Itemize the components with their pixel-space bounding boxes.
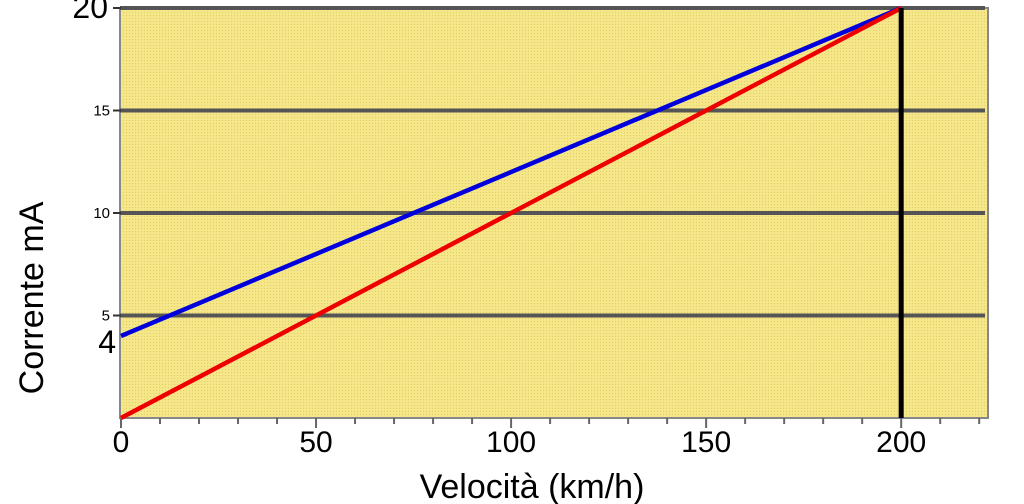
x-axis-title: Velocità (km/h) <box>420 468 645 504</box>
x-tick-label-100: 100 <box>486 426 536 459</box>
x-tick-label-50: 50 <box>299 426 332 459</box>
y-tick-label-10: 10 <box>93 205 110 222</box>
tick-labels: 5 10 15 20 4 0 50 100 150 200 <box>72 0 926 459</box>
series-line-blue <box>120 5 903 339</box>
series-lines <box>119 5 903 420</box>
series-line-red <box>119 6 903 420</box>
x-tick-label-0: 0 <box>113 426 130 459</box>
y-label-4: 4 <box>98 324 116 360</box>
axes <box>113 7 981 428</box>
y-tick-label-5: 5 <box>102 308 110 325</box>
y-axis-title: Corrente mA <box>13 201 51 394</box>
gridlines <box>120 6 985 318</box>
y-tick-label-20: 20 <box>72 0 108 25</box>
y-tick-label-15: 15 <box>93 103 110 120</box>
x-tick-label-200: 200 <box>876 426 926 459</box>
x-tick-label-150: 150 <box>681 426 731 459</box>
